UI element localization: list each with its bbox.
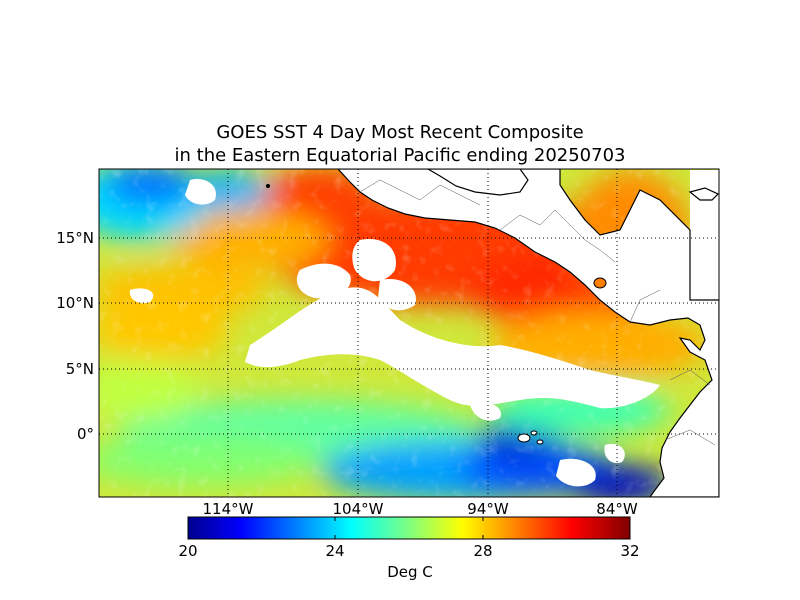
land-mass [337, 169, 719, 497]
lon-label-104w: 104°W [332, 500, 384, 518]
lat-label-0: 0° [76, 425, 94, 443]
lat-label-10n: 10°N [56, 294, 94, 312]
sst-field [99, 169, 719, 497]
lat-label-5n: 5°N [65, 360, 94, 378]
colorbar-tick-28: 28 [473, 542, 493, 560]
lon-label-114w: 114°W [202, 500, 254, 518]
map-title-line2: in the Eastern Equatorial Pacific ending… [174, 145, 626, 166]
colorbar-unit-label: Deg C [387, 563, 433, 581]
lat-label-15n: 15°N [56, 229, 94, 247]
galapagos-islands [517, 430, 544, 445]
colorbar-tick-32: 32 [620, 542, 640, 560]
colorbar [187, 516, 631, 540]
map-frame [98, 168, 720, 498]
lon-label-94w: 94°W [467, 500, 509, 518]
lon-label-84w: 84°W [596, 500, 638, 518]
colorbar-tick-20: 20 [178, 542, 198, 560]
colorbar-tick-24: 24 [325, 542, 345, 560]
graticule [99, 169, 719, 497]
map-title-line1: GOES SST 4 Day Most Recent Composite [216, 122, 584, 143]
